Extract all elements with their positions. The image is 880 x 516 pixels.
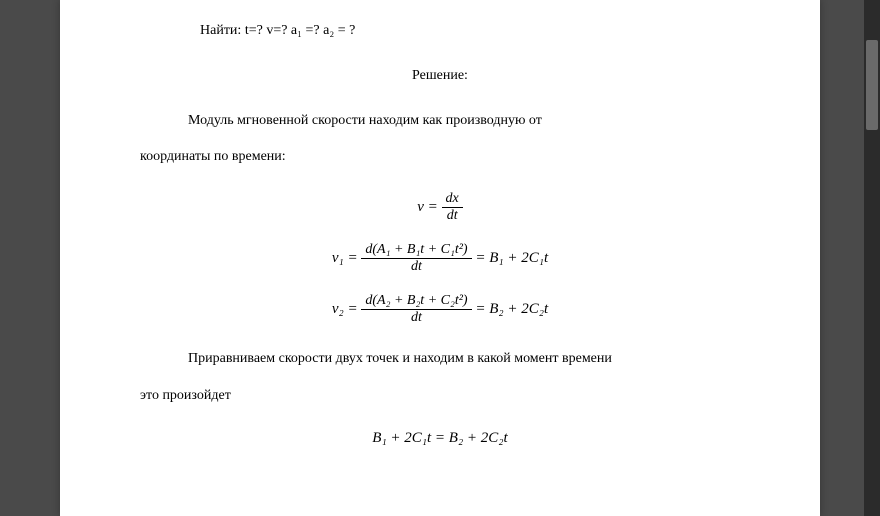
formula-2-rhs: = B₁ + 2C₁t — [475, 250, 548, 266]
find-line: Найти: t=? v=? a₁ =? a₂ = ? — [200, 16, 740, 47]
formula-3-rhs: = B₂ + 2C₂t — [475, 301, 548, 317]
formula-4-expr: B₁ + 2C₁t = B₂ + 2C₂t — [372, 430, 507, 446]
formula-2-fraction: d(A₁ + B₁t + C₁t²) dt — [361, 242, 471, 275]
paragraph-1-line-1: Модуль мгновенной скорости находим как п… — [140, 106, 740, 137]
formula-2-lhs: v₁ = — [332, 250, 362, 266]
paragraph-2-line-2: это произойдет — [140, 381, 740, 412]
solution-heading: Решение: — [140, 61, 740, 92]
paragraph-2-line-1: Приравниваем скорости двух точек и наход… — [140, 344, 740, 375]
formula-4: B₁ + 2C₁t = B₂ + 2C₂t — [140, 430, 740, 447]
scrollbar-thumb[interactable] — [866, 40, 878, 130]
formula-2: v₁ = d(A₁ + B₁t + C₁t²) dt = B₁ + 2C₁t — [140, 242, 740, 275]
formula-3-fraction: d(A₂ + B₂t + C₂t²) dt — [361, 293, 471, 326]
formula-3: v₂ = d(A₂ + B₂t + C₂t²) dt = B₂ + 2C₂t — [140, 293, 740, 326]
formula-3-lhs: v₂ = — [332, 301, 362, 317]
formula-1-lhs: v = — [417, 199, 441, 215]
vertical-scrollbar[interactable] — [864, 0, 880, 516]
formula-1-fraction: dx dt — [442, 191, 463, 224]
paragraph-1-line-2: координаты по времени: — [140, 142, 740, 173]
formula-1: v = dx dt — [140, 191, 740, 224]
document-page: Найти: t=? v=? a₁ =? a₂ = ? Решение: Мод… — [60, 0, 820, 516]
